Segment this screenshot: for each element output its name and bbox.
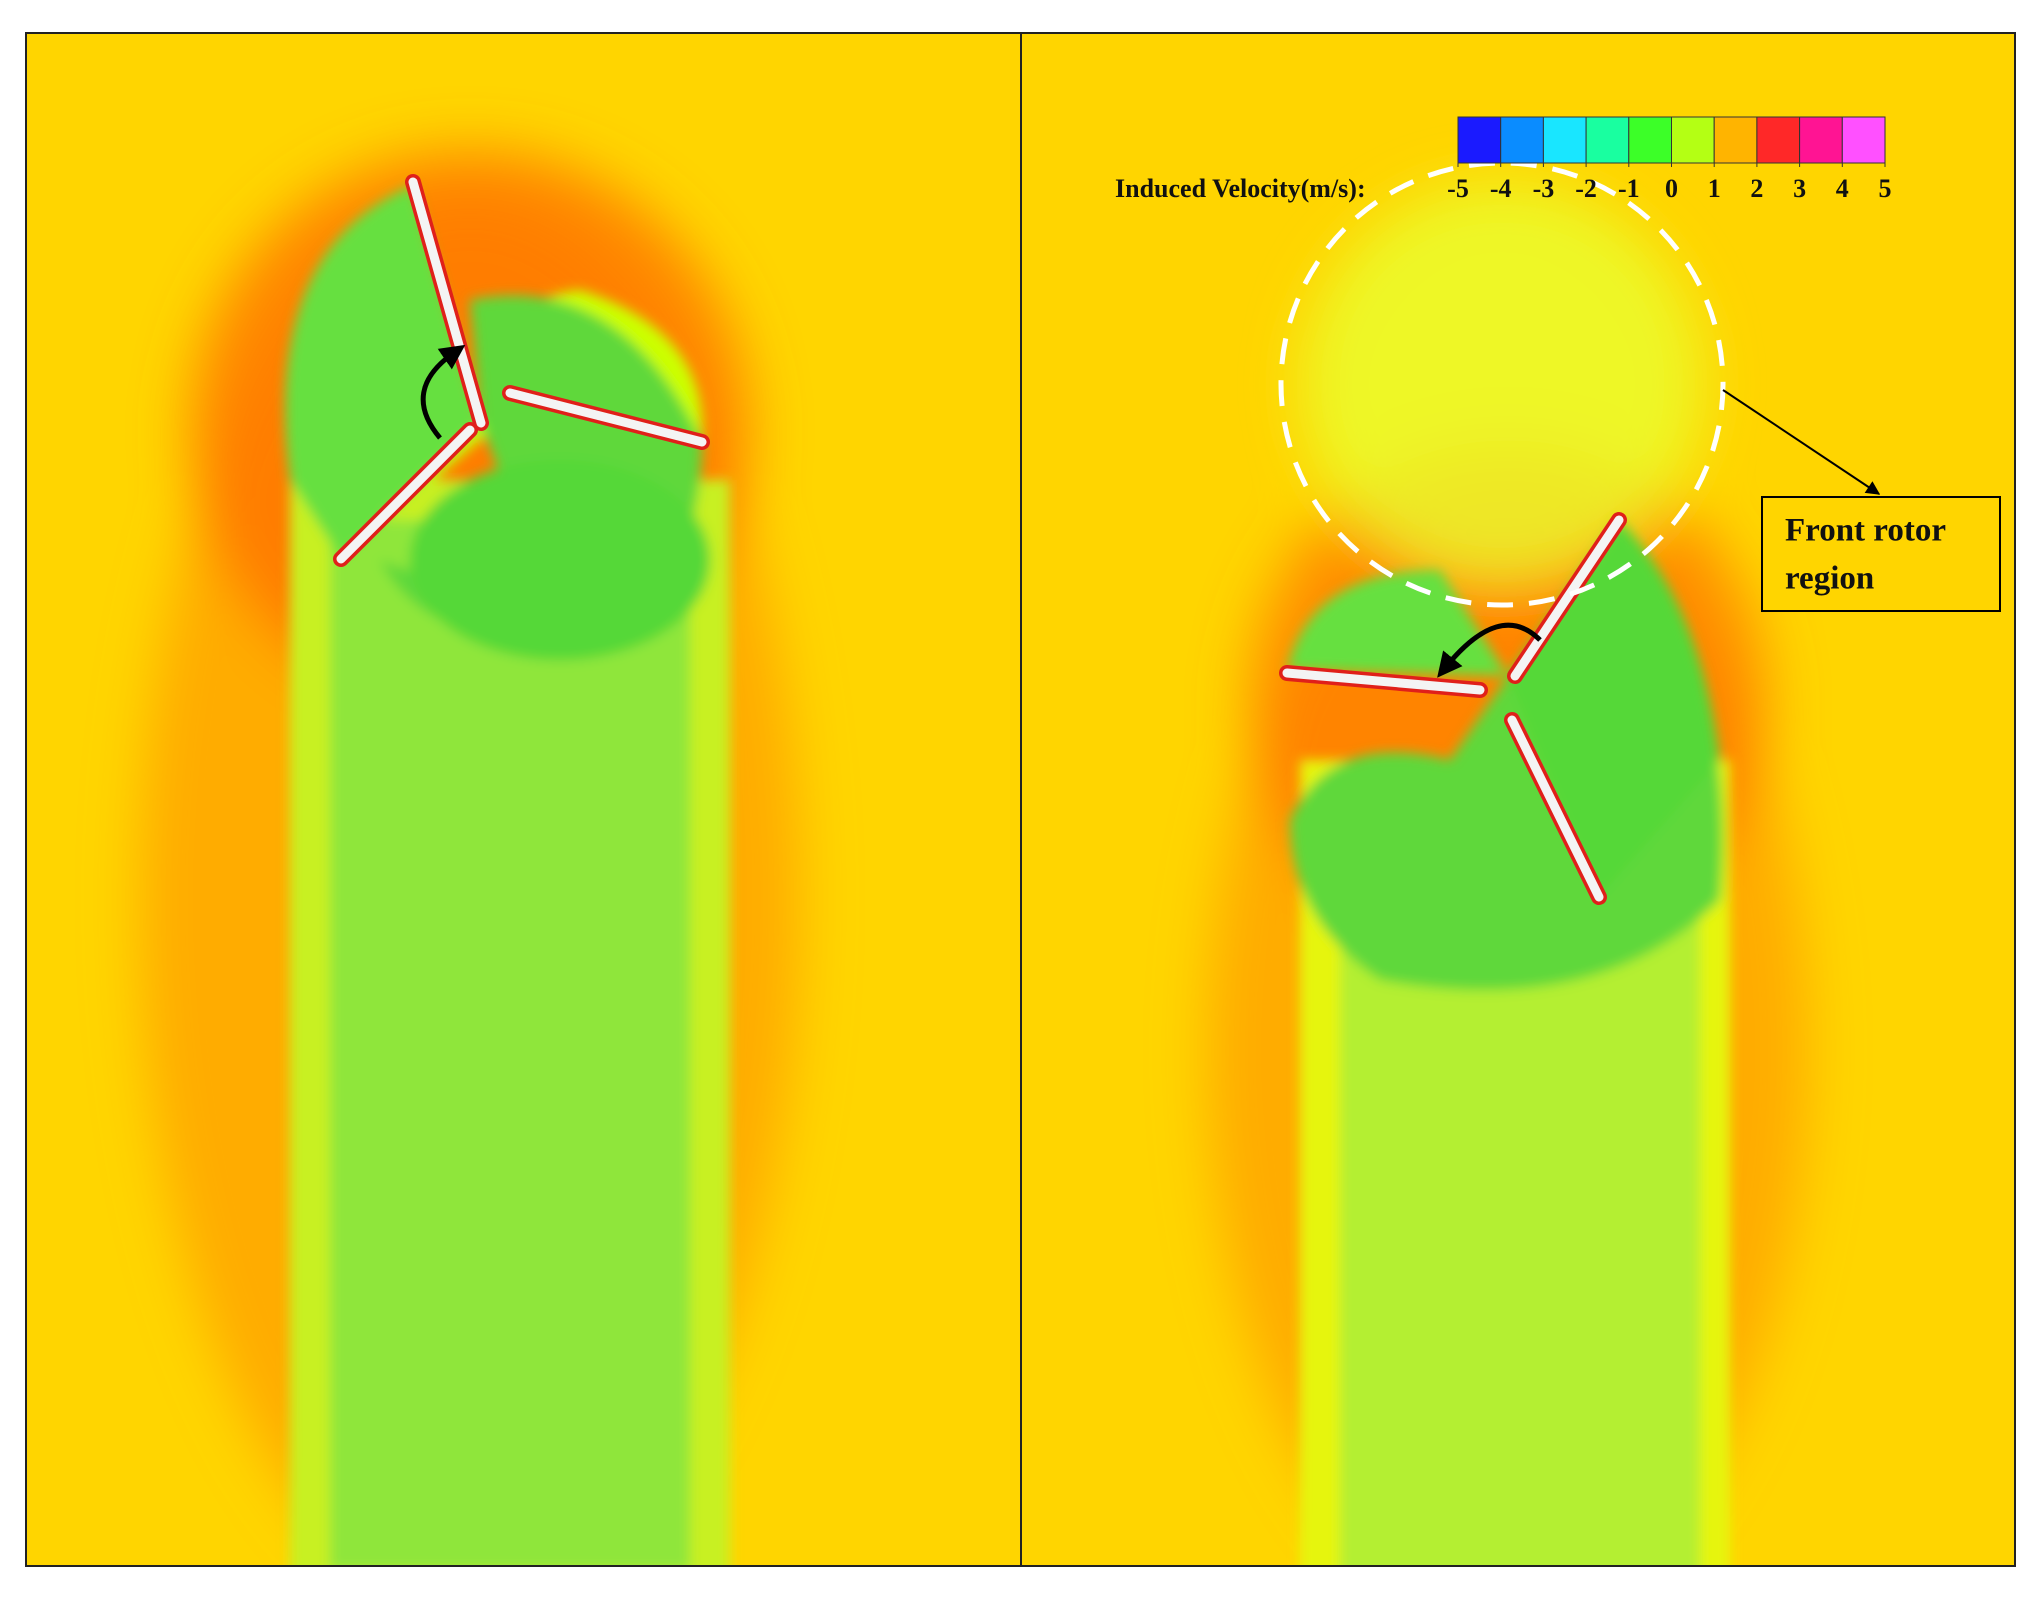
colorbar: -5 -4 -3 -2 -1 0 1 2 3 4 5 [1447, 116, 1892, 203]
rotation-arrow [1437, 622, 1542, 678]
colorbar-cell [1713, 116, 1758, 164]
colorbar-cell [1542, 116, 1587, 164]
colorbar-cell [1457, 116, 1502, 164]
colorbar-cell [1671, 116, 1715, 164]
colorbar-tick-label: -3 [1533, 174, 1555, 203]
colorbar-tick-label: 5 [1879, 174, 1892, 203]
front-rotor-circle [1278, 160, 1726, 608]
colorbar-cell [1500, 116, 1544, 164]
colorbar-tick-label: -1 [1618, 174, 1640, 203]
colorbar-cell [1756, 116, 1801, 164]
annotation-line: region [1785, 561, 1874, 597]
right-flow-field [1021, 33, 2015, 1566]
rotation-arrow [420, 344, 466, 440]
colorbar-tick-label: -2 [1575, 174, 1597, 203]
colorbar-tick-label: -5 [1447, 174, 1469, 203]
rotor-blades [1279, 512, 1627, 905]
colorbar-tick-label: 4 [1836, 174, 1849, 203]
colorbar-cell [1799, 116, 1843, 164]
colorbar-cell [1628, 116, 1673, 164]
colorbar-cell [1585, 116, 1630, 164]
colorbar-tick-label: -4 [1490, 174, 1512, 203]
colorbar-tick-label: 2 [1750, 174, 1763, 203]
annotation-arrow [1722, 389, 1881, 495]
annotation-box [1761, 496, 2001, 612]
colorbar-tick-label: 0 [1665, 174, 1678, 203]
annotation-line: Front rotor [1785, 513, 1946, 549]
rotor-blades [333, 174, 710, 567]
colorbar-tick-label: 3 [1793, 174, 1806, 203]
colorbar-label: Induced Velocity(m/s): [1115, 174, 1366, 203]
colorbar-cell [1841, 116, 1886, 164]
left-flow-field [26, 33, 1020, 1566]
colorbar-tick-label: 1 [1708, 174, 1721, 203]
